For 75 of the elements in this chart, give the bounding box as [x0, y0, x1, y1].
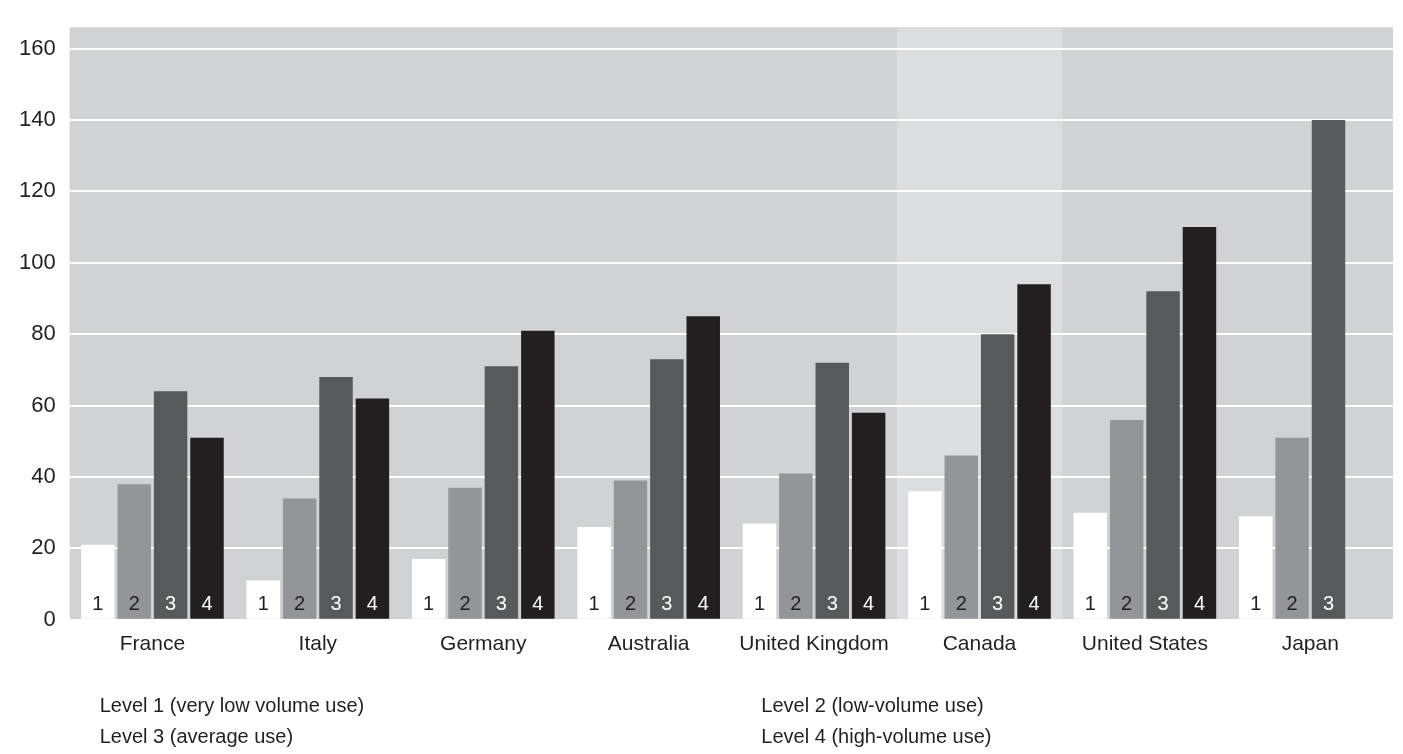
bar	[448, 487, 482, 619]
x-tick-label: Japan	[1281, 631, 1339, 655]
text: 1	[1250, 592, 1262, 615]
text: 3	[495, 592, 507, 615]
text: 2	[955, 592, 967, 615]
text: 4	[532, 592, 544, 615]
text: 3	[992, 592, 1004, 615]
x-tick-label: Italy	[298, 631, 338, 655]
text: 1	[1084, 592, 1096, 615]
text: 2	[624, 592, 637, 615]
x-tick-label: Germany	[440, 631, 527, 655]
text: Level 1 (very low volume use)	[99, 694, 365, 717]
bar	[355, 398, 390, 619]
text: 4	[1028, 592, 1040, 615]
bar	[190, 437, 224, 619]
bar	[613, 480, 648, 619]
text: 4	[1193, 592, 1206, 615]
text: 1	[257, 592, 269, 615]
text: 4	[366, 592, 378, 615]
text: 3	[1322, 592, 1335, 615]
text: 3	[330, 592, 342, 615]
y-tick-label: 20	[31, 534, 56, 560]
text: 2	[294, 592, 306, 615]
y-tick-label: 0	[43, 605, 56, 631]
bar	[1109, 419, 1144, 619]
bar	[779, 473, 813, 619]
x-tick-label: Canada	[942, 631, 1017, 655]
series-label: 1	[92, 592, 104, 615]
y-tick-label: 120	[18, 177, 56, 203]
bar	[153, 391, 188, 619]
text: 4	[697, 592, 709, 615]
x-tick-label: Australia	[607, 631, 690, 655]
bar	[980, 334, 1015, 619]
text: 2	[1286, 592, 1298, 615]
y-tick-label: 60	[31, 391, 56, 417]
text: 3	[661, 592, 673, 615]
bar	[1275, 437, 1309, 619]
text: 2	[459, 592, 471, 615]
text: 1	[588, 592, 600, 615]
text: Level 2 (low-volume use)	[761, 694, 984, 717]
text: 3	[1157, 592, 1169, 615]
bar	[1017, 284, 1051, 619]
bar	[686, 316, 720, 619]
text: 3	[826, 592, 838, 615]
bar	[851, 412, 886, 619]
text: 4	[863, 592, 875, 615]
bar	[282, 498, 317, 619]
text: 2	[1121, 592, 1133, 615]
bar	[117, 484, 151, 619]
text: Level 3 (average use)	[99, 725, 294, 748]
bar	[650, 359, 684, 619]
series-label: 4	[201, 592, 213, 615]
series-label: 2	[128, 592, 140, 615]
y-tick-label: 80	[31, 320, 56, 346]
bar	[815, 362, 849, 619]
x-tick-label: United States	[1081, 631, 1208, 655]
y-tick-label: 140	[18, 106, 56, 132]
text: Level 4 (high-volume use)	[761, 725, 992, 748]
y-tick-label: 40	[31, 463, 56, 489]
series-label: 3	[165, 592, 177, 615]
x-tick-label: France	[119, 631, 186, 655]
text: 2	[790, 592, 802, 615]
x-tick-label: United Kingdom	[739, 631, 889, 655]
bar	[484, 366, 519, 619]
text: 1	[919, 592, 931, 615]
text: 1	[753, 592, 766, 615]
bar	[944, 455, 979, 619]
bar	[521, 330, 555, 619]
y-tick-label: 100	[18, 248, 56, 274]
y-tick-label: 160	[18, 34, 56, 60]
bar	[319, 377, 353, 619]
bar	[1311, 120, 1346, 619]
text: 1	[423, 592, 435, 615]
bar	[1146, 291, 1180, 619]
bar	[1182, 227, 1217, 619]
